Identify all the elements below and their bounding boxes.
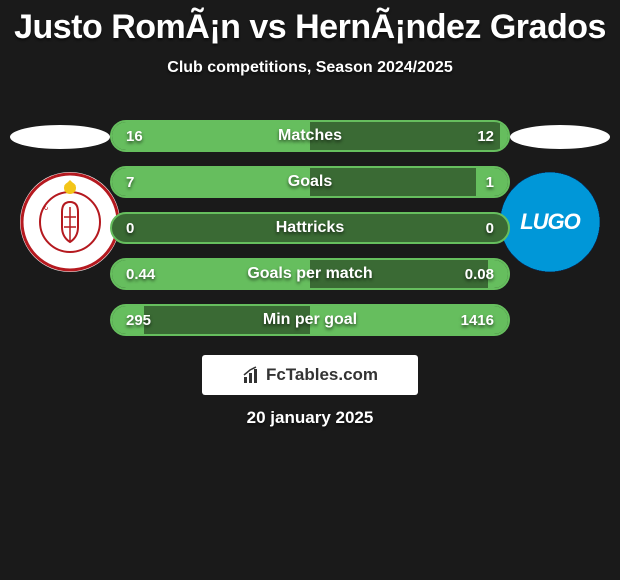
stat-value-left: 295 [112, 312, 192, 329]
stat-value-left: 0.44 [112, 266, 192, 283]
stat-value-right: 1416 [428, 312, 508, 329]
club-crest-right: LUGO [500, 172, 600, 272]
club-crest-left: C [20, 172, 120, 272]
chart-icon [242, 365, 262, 385]
stat-label: Goals [192, 173, 428, 191]
stat-value-right: 0 [428, 220, 508, 237]
crest-right-text: LUGO [520, 209, 580, 235]
stat-value-right: 0.08 [428, 266, 508, 283]
stat-label: Matches [192, 127, 428, 145]
crest-left-svg: C [20, 172, 120, 272]
stat-value-right: 1 [428, 174, 508, 191]
fctables-logo-text: FcTables.com [266, 365, 378, 385]
stat-row: 295Min per goal1416 [110, 304, 510, 336]
stat-value-left: 7 [112, 174, 192, 191]
stat-label: Goals per match [192, 265, 428, 283]
stat-label: Min per goal [192, 311, 428, 329]
stats-container: 16Matches12 7Goals1 0Hattricks0 0.44Goals p… [110, 120, 510, 350]
stat-row: 7Goals1 [110, 166, 510, 198]
stat-value-left: 16 [112, 128, 192, 145]
stat-row: 0.44Goals per match0.08 [110, 258, 510, 290]
page-subtitle: Club competitions, Season 2024/2025 [0, 47, 620, 77]
page-title: Justo RomÃ¡n vs HernÃ¡ndez Grados [0, 0, 620, 47]
date-line: 20 january 2025 [0, 408, 620, 428]
player-avatar-right [510, 125, 610, 149]
stat-value-left: 0 [112, 220, 192, 237]
stat-row: 16Matches12 [110, 120, 510, 152]
stat-value-right: 12 [428, 128, 508, 145]
stat-row: 0Hattricks0 [110, 212, 510, 244]
stat-label: Hattricks [192, 219, 428, 237]
fctables-logo-box: FcTables.com [202, 355, 418, 395]
player-avatar-left [10, 125, 110, 149]
